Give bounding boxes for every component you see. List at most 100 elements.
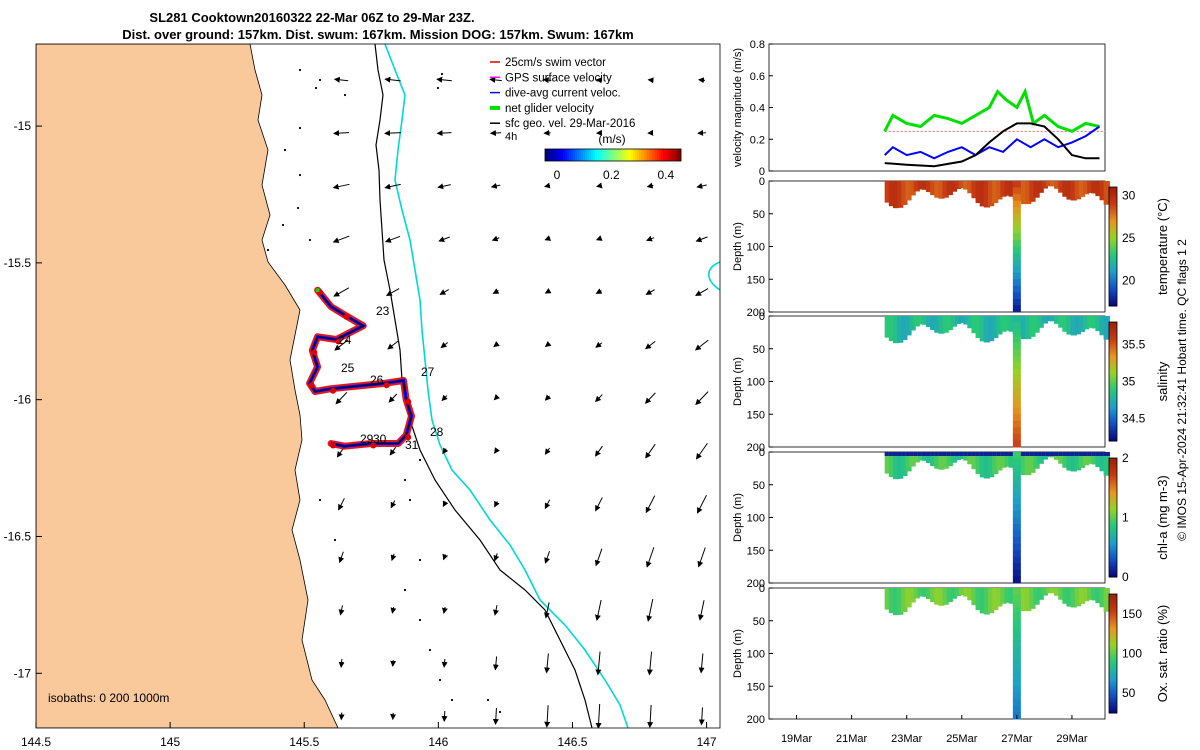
deep-profile-cell: [1012, 394, 1021, 402]
deep-profile-cell: [1012, 537, 1021, 545]
section-cell: [897, 316, 904, 343]
section-cell: [946, 181, 953, 196]
section-colorbar-cell: [1109, 601, 1117, 605]
speed-colorbar-cell: [647, 149, 650, 161]
section-colorbar-cell: [1109, 413, 1117, 416]
deep-profile-cell: [1012, 510, 1021, 518]
depth-tick-label: 100: [747, 649, 765, 661]
speed-colorbar-cell: [557, 149, 560, 161]
section-colorbar-cell: [1109, 373, 1117, 377]
section-colorbar-cell: [1109, 665, 1117, 668]
section-colorbar-cell: [1109, 425, 1117, 428]
section-cell: [938, 181, 945, 199]
deep-profile-cell: [1012, 601, 1021, 609]
section-cell: [967, 316, 974, 329]
speed-colorbar-cell: [547, 149, 550, 161]
section-cell: [971, 452, 978, 456]
section-cell: [901, 181, 908, 205]
section-colorbar-label: Ox. sat. ratio (%): [1155, 605, 1170, 703]
speed-colorbar-cell: [657, 149, 660, 161]
section-colorbar-cell: [1109, 361, 1117, 365]
geo-velocity-arrow: [384, 183, 401, 190]
section-cell: [983, 452, 991, 456]
deep-profile-cell: [1012, 497, 1021, 505]
section-colorbar-cell: [1109, 495, 1117, 499]
reef-island: [408, 498, 412, 502]
section-colorbar-cell: [1109, 200, 1117, 204]
depth-tick-label: 100: [747, 242, 765, 254]
section-cell: [1099, 452, 1106, 456]
speed-colorbar-cell: [639, 149, 642, 161]
speed-colorbar-cell: [609, 149, 612, 161]
section-cell: [1095, 316, 1102, 332]
deep-profile-cell: [1012, 374, 1021, 382]
deep-profile-cell: [1012, 530, 1021, 538]
section-colorbar-tick: 1: [1122, 511, 1129, 525]
map-y-tick-label: -15: [14, 119, 32, 133]
section-cell: [967, 588, 974, 601]
section-colorbar-cell: [1109, 693, 1117, 696]
section-colorbar-cell: [1109, 437, 1117, 440]
geo-velocity-arrow: [646, 651, 653, 676]
section-cell: [971, 181, 978, 199]
section-colorbar-cell: [1109, 349, 1117, 353]
section-cell: [1087, 316, 1094, 328]
track-day-label: 30: [373, 432, 387, 446]
section-cell: [1033, 452, 1040, 469]
section-cell: [925, 452, 933, 464]
section-colorbar-cell: [1109, 290, 1117, 293]
section-colorbar-cell: [1109, 633, 1117, 637]
velocity-y-tick-label: 0.8: [750, 39, 765, 51]
section-colorbar-cell: [1109, 603, 1117, 607]
reef-island: [333, 538, 337, 542]
section-colorbar-cell: [1109, 288, 1117, 291]
speed-colorbar-cell: [581, 149, 584, 161]
section-colorbar-cell: [1109, 248, 1117, 251]
depth-tick-label: 150: [747, 681, 765, 693]
section-cell: [1066, 181, 1073, 200]
deep-profile-cell: [1012, 316, 1021, 324]
section-cell: [954, 452, 962, 461]
section-colorbar-cell: [1109, 258, 1117, 261]
speed-colorbar-cell: [585, 149, 588, 161]
section-cell: [1062, 588, 1069, 604]
section-colorbar-cell: [1109, 561, 1117, 564]
depth-tick-label: 100: [747, 377, 765, 389]
speed-colorbar-cell: [577, 149, 580, 161]
reef-island: [486, 698, 490, 702]
speed-colorbar-cell: [551, 149, 554, 161]
track-day-label: 25: [341, 361, 355, 375]
section-colorbar-cell: [1109, 551, 1117, 554]
section-cell: [913, 316, 920, 327]
section-cell: [921, 588, 929, 597]
section-colorbar-cell: [1109, 393, 1117, 396]
section-colorbar-cell: [1109, 353, 1117, 357]
section-cell: [1062, 452, 1069, 456]
section-colorbar-cell: [1109, 280, 1117, 283]
depth-tick-label: 200: [747, 578, 765, 590]
geo-velocity-arrow: [390, 660, 397, 667]
reef-island: [298, 173, 302, 177]
swim-vector-dot: [308, 382, 315, 389]
speed-colorbar-tick: 0.2: [603, 168, 620, 182]
section-cell: [979, 452, 986, 456]
section-cell: [934, 452, 941, 456]
geo-velocity-arrow: [544, 447, 551, 455]
sfc-geo-velocity-arrows: [332, 76, 760, 728]
section-colorbar-cell: [1109, 298, 1117, 301]
geo-velocity-arrow: [748, 133, 760, 134]
reef-island: [418, 618, 422, 622]
section-cell: [983, 588, 991, 615]
section-colorbar-cell: [1109, 254, 1117, 257]
section-colorbar-cell: [1109, 653, 1117, 656]
speed-colorbar-cell: [597, 149, 600, 161]
section-cell: [1099, 181, 1106, 201]
legend-entry: net glider velocity: [505, 103, 594, 115]
depth-tick-label: 50: [753, 480, 765, 492]
speed-colorbar-cell: [569, 149, 572, 161]
section-colorbar-cell: [1109, 683, 1117, 686]
section-cell: [987, 452, 995, 478]
section-cell: [1066, 316, 1073, 335]
